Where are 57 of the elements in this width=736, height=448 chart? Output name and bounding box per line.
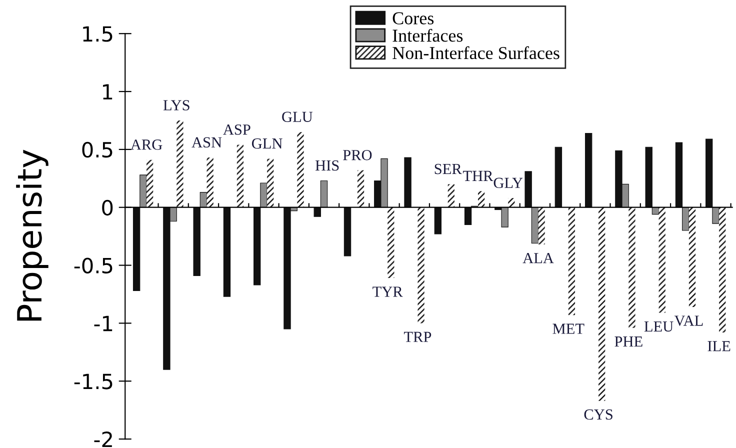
x-tick-label: HIS	[315, 160, 339, 171]
y-tick-label: -1.5	[74, 374, 112, 390]
bar	[206, 158, 214, 208]
y-tick-label: -2	[94, 431, 112, 447]
bar	[357, 170, 364, 208]
x-tick-label: TYR	[372, 286, 403, 297]
bar	[538, 207, 545, 244]
bar	[418, 207, 424, 324]
x-tick-label: LYS	[163, 100, 190, 110]
y-tick-label: 1.5	[83, 26, 112, 42]
legend-label: Non-Interface Surfaces	[392, 46, 560, 60]
bar	[658, 207, 666, 313]
bar	[176, 120, 184, 208]
x-tick-label: CYS	[584, 409, 612, 420]
x-tick-label: VAL	[674, 316, 703, 326]
bar	[628, 207, 636, 328]
x-tick-label: SER	[434, 164, 462, 174]
x-tick-label: GLY	[494, 178, 523, 188]
x-tick-label: MET	[552, 324, 584, 334]
bar	[404, 157, 412, 208]
bar	[297, 132, 304, 208]
x-tick-label: THR	[462, 170, 494, 181]
y-tick-label: 0.5	[82, 142, 112, 158]
bar	[508, 198, 515, 208]
x-tick-label: TRP	[404, 332, 432, 342]
x-tick-label: ALA	[522, 253, 554, 264]
legend-label: Cores	[392, 12, 434, 24]
x-tick-label: GLN	[252, 138, 282, 149]
bar	[598, 207, 606, 401]
bar	[554, 146, 562, 208]
bar	[719, 207, 726, 332]
y-tick-label: -0.5	[74, 258, 112, 274]
bar	[344, 207, 352, 256]
bar	[267, 158, 274, 208]
bar	[478, 191, 485, 208]
bar	[388, 207, 394, 278]
bar	[448, 184, 454, 208]
bar	[434, 207, 442, 234]
bar	[688, 207, 696, 307]
x-tick-label: ARG	[130, 140, 162, 150]
x-tick-label: LEU	[644, 321, 674, 332]
x-tick-label: PRO	[343, 150, 372, 160]
y-axis-title: Propensity	[16, 150, 48, 321]
x-tick-label: ASP	[223, 124, 250, 135]
x-tick-label: PHE	[614, 336, 642, 347]
y-tick-label: 1	[103, 84, 112, 100]
y-tick-label: -1	[94, 316, 112, 332]
bar	[146, 160, 154, 208]
bar	[223, 207, 231, 297]
bar	[236, 144, 244, 208]
y-tick-label: 0	[102, 200, 113, 216]
x-tick-label: ASN	[192, 137, 222, 148]
bar	[584, 132, 592, 208]
x-tick-label: GLU	[282, 112, 313, 122]
legend-label: Interfaces	[392, 28, 463, 42]
x-tick-label: ILE	[708, 341, 730, 352]
bar	[568, 207, 576, 316]
